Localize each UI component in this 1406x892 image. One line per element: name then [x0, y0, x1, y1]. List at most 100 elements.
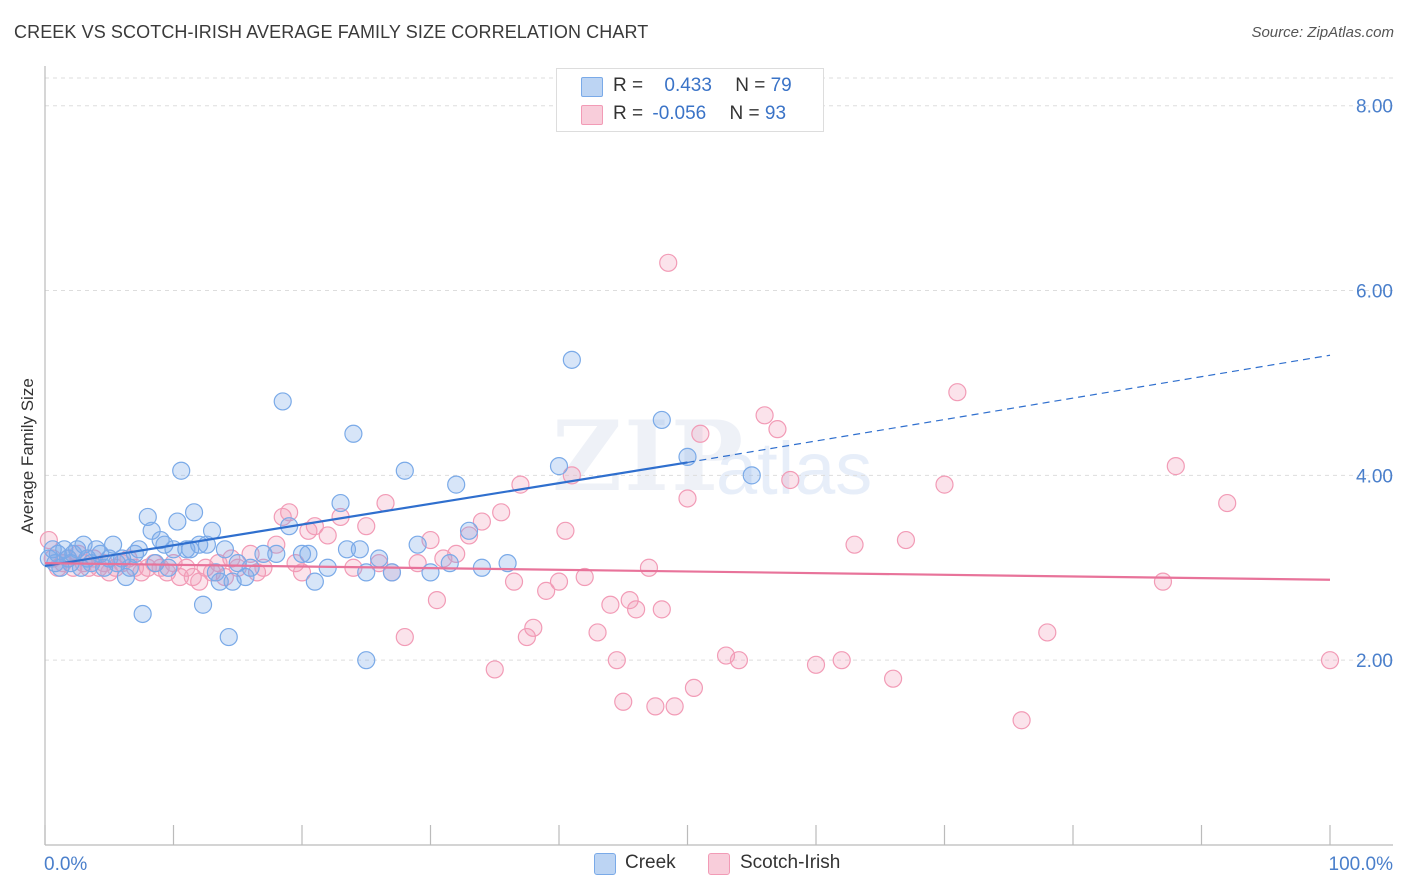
creek-point: [331, 493, 350, 513]
creek-point: [206, 563, 226, 582]
creek-point: [267, 544, 286, 564]
creek-n-value: 79: [770, 75, 792, 96]
scotch-irish-point: [447, 544, 466, 564]
creek-point: [181, 540, 200, 559]
creek-point: [498, 554, 517, 573]
scotch-irish-point: [691, 424, 710, 443]
creek-point: [447, 475, 466, 494]
scotch-irish-point: [254, 558, 273, 577]
chart-source: Source: ZipAtlas.com: [1251, 24, 1394, 41]
y-tick-label: 6.00: [1356, 282, 1393, 303]
creek-point: [344, 424, 363, 443]
scotch-irish-point: [280, 503, 299, 522]
tick-labels: 2.00 4.00 6.00 8.00 0.0% 100.0%: [44, 97, 1393, 875]
scotch-irish-point: [896, 530, 916, 550]
creek-point: [292, 544, 312, 564]
scotch-irish-point: [39, 530, 58, 550]
axes: [44, 66, 1393, 846]
creek-point: [382, 563, 402, 582]
scotch-irish-point: [517, 627, 536, 647]
creek-points: [39, 350, 761, 670]
scotch-irish-point: [729, 651, 749, 670]
y-tick-label: 8.00: [1356, 97, 1393, 118]
scotch-irish-point: [806, 655, 826, 674]
creek-point: [652, 410, 671, 430]
scotch-irish-point: [492, 503, 511, 522]
creek-point: [116, 567, 136, 587]
scotch-irish-point: [948, 383, 967, 402]
scotch-irish-point: [292, 563, 312, 582]
creek-point: [299, 544, 318, 564]
scotch-irish-point: [665, 697, 684, 716]
legend-creek-label: Creek: [625, 852, 676, 873]
creek-point: [236, 567, 255, 587]
creek-point: [459, 521, 479, 540]
creek-trend-line: [44, 461, 688, 568]
creek-point: [395, 461, 414, 480]
legend-scotch-irish-swatch: [708, 853, 730, 875]
creek-point: [219, 627, 238, 647]
x-tick-label-max: 100.0%: [1329, 854, 1394, 875]
scotch-r-label: R =: [613, 103, 649, 124]
creek-point: [350, 540, 369, 559]
creek-point: [562, 350, 581, 369]
creek-n-label: N =: [735, 75, 771, 96]
chart-title: CREEK VS SCOTCH-IRISH AVERAGE FAMILY SIZ…: [14, 22, 649, 42]
creek-swatch: [581, 77, 603, 97]
scotch-irish-point: [318, 526, 337, 545]
scotch-irish-point: [177, 558, 196, 577]
scotch-irish-point: [659, 253, 678, 272]
x-tick-label-min: 0.0%: [44, 854, 87, 875]
scotch-irish-point: [678, 489, 697, 508]
legend-scotch-irish-label: Scotch-Irish: [740, 852, 841, 873]
creek-point: [133, 604, 152, 624]
scotch-irish-point: [1320, 651, 1340, 670]
creek-point: [172, 461, 191, 480]
scotch-irish-point: [395, 627, 414, 647]
watermark-atlas: atlas: [716, 427, 873, 510]
scotch-irish-point: [626, 600, 646, 619]
creek-point: [421, 563, 440, 582]
scotch-n-label: N =: [729, 103, 765, 124]
creek-point: [273, 392, 292, 411]
scotch-irish-point: [639, 558, 659, 577]
scotch-irish-point: [556, 521, 575, 540]
scotch-irish-point: [472, 512, 491, 531]
scotch-irish-point: [588, 623, 607, 642]
creek-point: [549, 457, 569, 476]
creek-point: [184, 503, 204, 522]
creek-point: [254, 544, 273, 564]
scotch-irish-point: [1218, 493, 1237, 513]
creek-point: [159, 558, 178, 577]
scotch-irish-point: [601, 595, 620, 614]
scotch-irish-point: [845, 535, 864, 554]
correlation-legend: R = 0.433 N = 79 R = -0.056 N = 93: [556, 68, 824, 132]
creek-point: [357, 651, 376, 670]
creek-point: [305, 572, 324, 591]
creek-point: [168, 512, 187, 531]
scotch-irish-point: [781, 470, 800, 490]
scotch-irish-point: [1166, 457, 1185, 476]
creek-point: [210, 572, 229, 591]
creek-point: [202, 521, 222, 540]
creek-point: [215, 540, 234, 559]
creek-point: [337, 540, 357, 559]
y-tick-label: 4.00: [1356, 466, 1393, 487]
creek-point: [138, 507, 157, 527]
scotch-irish-point: [1038, 623, 1057, 642]
scotch-irish-point: [485, 660, 504, 679]
scotch-irish-point: [614, 692, 633, 711]
creek-point: [193, 595, 213, 614]
scotch-irish-point: [267, 535, 286, 554]
creek-point: [370, 549, 389, 568]
scotch-irish-point: [755, 406, 774, 425]
scotch-irish-point: [1012, 711, 1031, 730]
scotch-irish-point: [768, 420, 787, 439]
scotch-irish-trend-line: [44, 562, 1331, 581]
scotch-irish-point: [575, 567, 594, 587]
scotch-irish-point: [427, 591, 447, 610]
scotch-irish-point: [228, 558, 247, 577]
scotch-irish-point: [537, 581, 556, 600]
scotch-irish-point: [832, 651, 851, 670]
